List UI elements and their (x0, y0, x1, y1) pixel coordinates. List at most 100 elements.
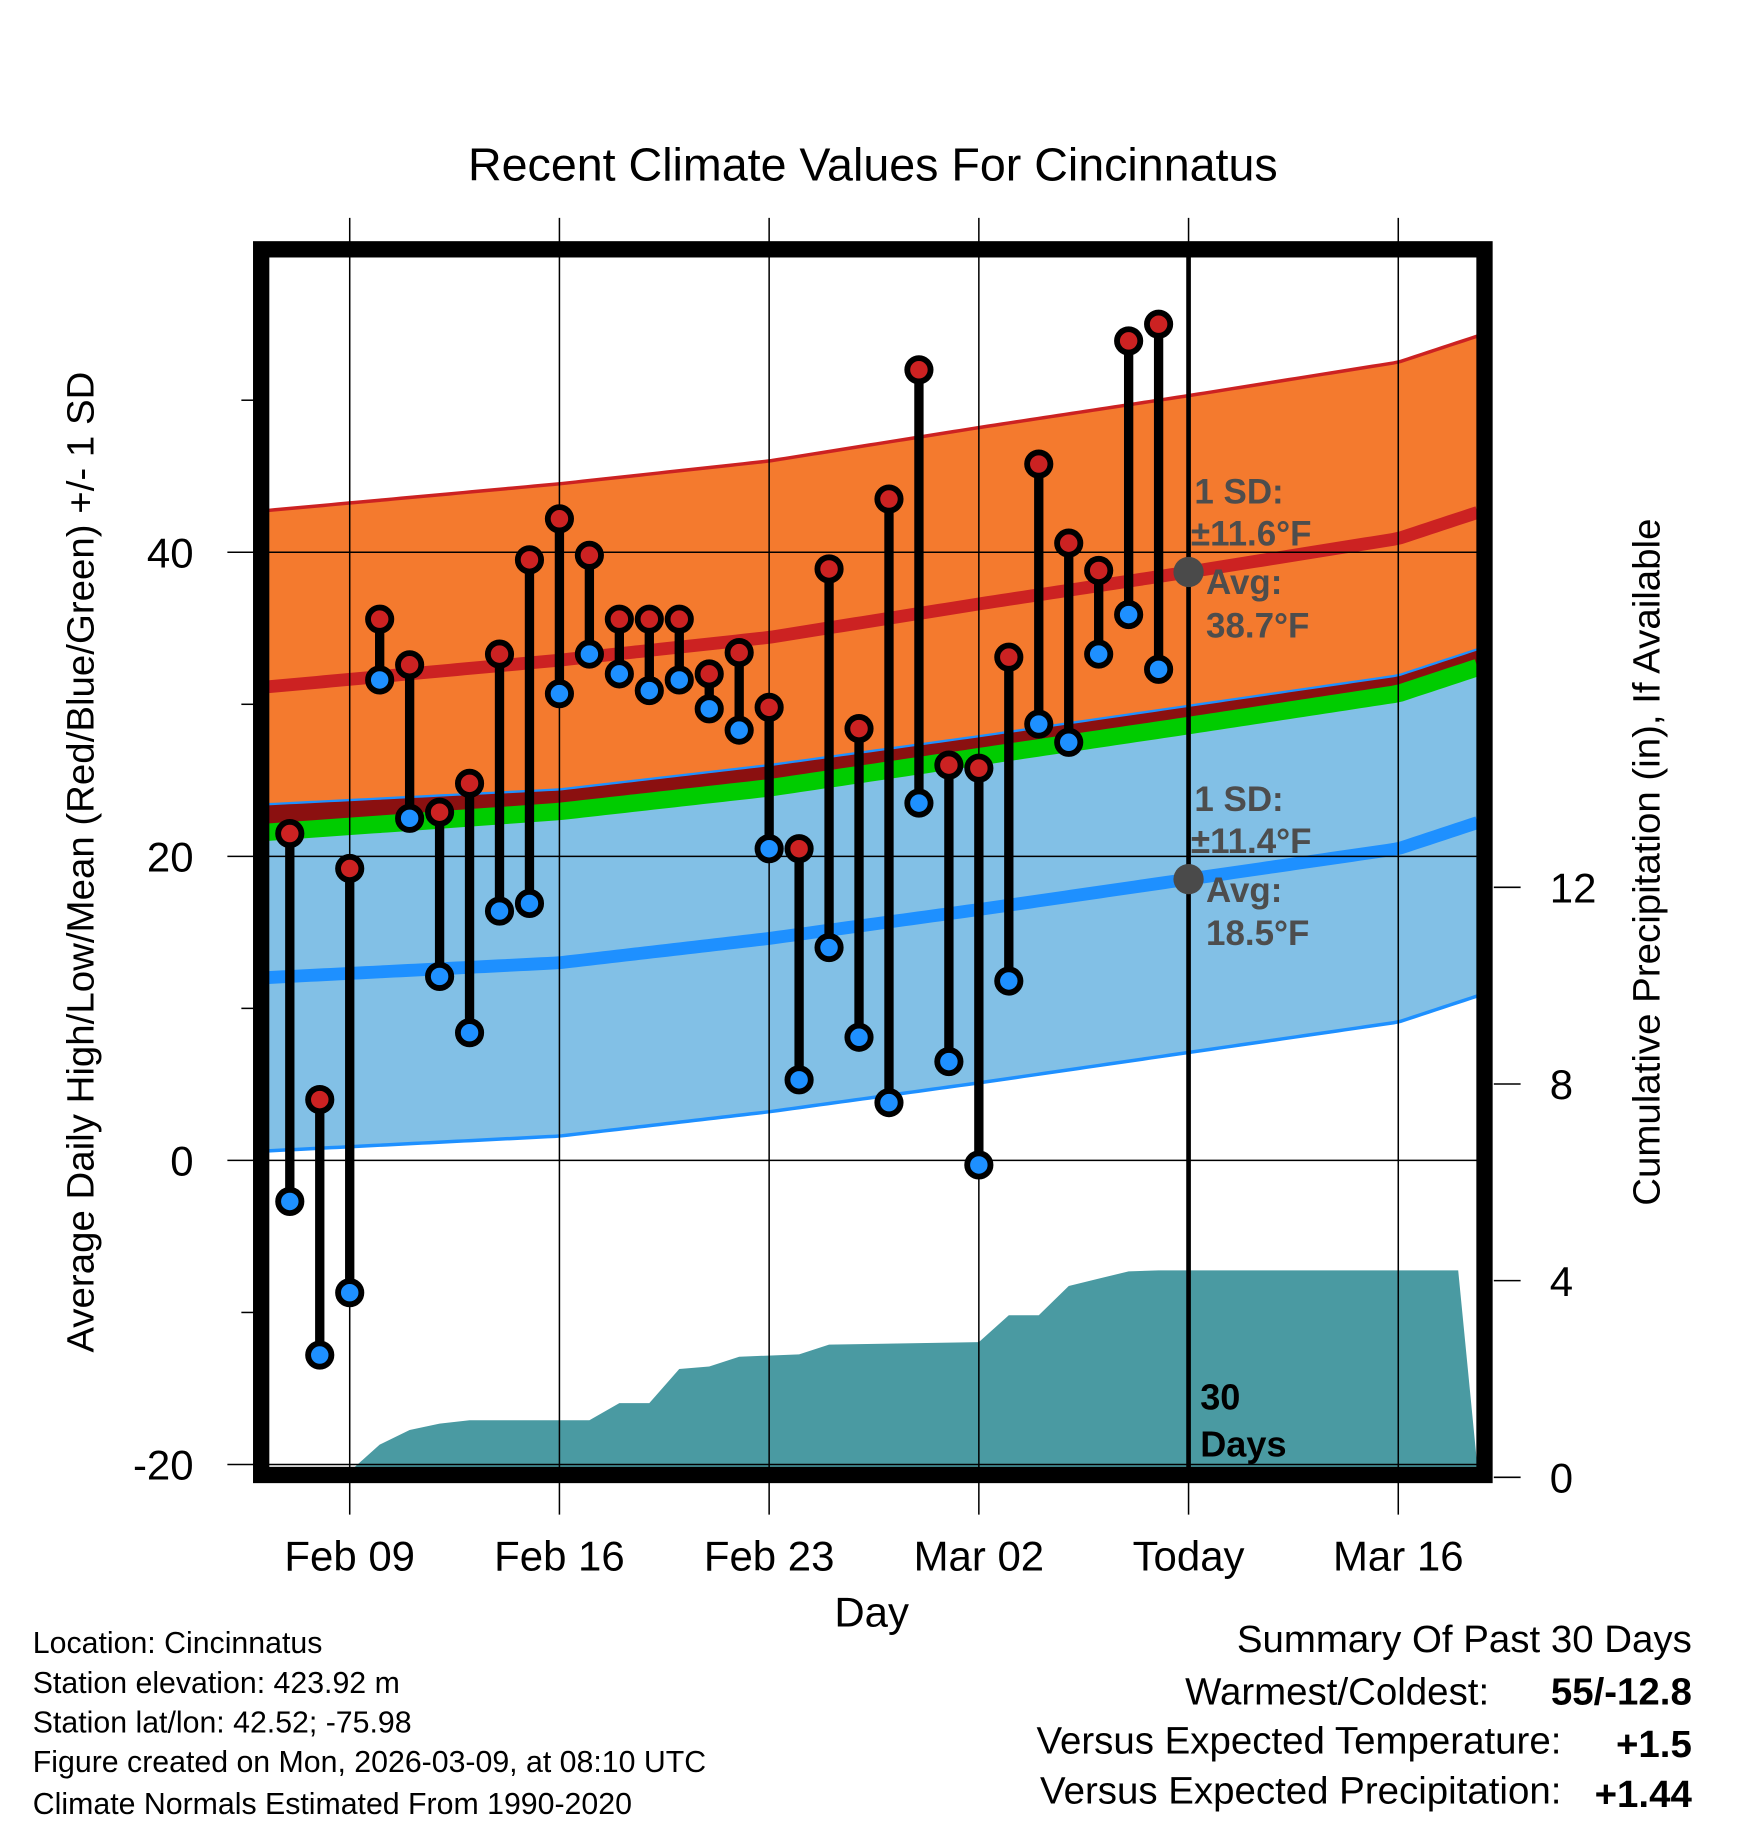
y-axis-label: Average Daily High/Low/Mean (Red/Blue/Gr… (59, 372, 102, 1353)
high-avg-value: 38.7°F (1206, 606, 1309, 645)
high-point (484, 639, 515, 669)
footer-latlon: Station lat/lon: 42.52; -75.98 (33, 1706, 412, 1739)
low-point (754, 834, 784, 864)
low-point (694, 694, 724, 724)
y-tick-label: -20 (133, 1442, 194, 1489)
y-tick-label: 0 (170, 1138, 193, 1185)
precip-label: Versus Expected Precipitation: (1040, 1770, 1561, 1813)
x-axis-label: Day (834, 1588, 909, 1635)
days-count: 30 (1200, 1377, 1240, 1418)
summary-panel: Summary Of Past 30 Days Warmest/Coldest:… (1036, 1618, 1692, 1816)
low-point (994, 966, 1024, 996)
low-point (1144, 654, 1174, 684)
low-point (604, 659, 634, 689)
low-point (1114, 600, 1144, 630)
low-point (305, 1340, 335, 1370)
y-tick-label: 20 (147, 833, 194, 880)
high-point (994, 642, 1024, 672)
high-point (814, 554, 844, 584)
footer-info: Location: Cincinnatus Station elevation:… (33, 1627, 706, 1821)
y2-tick-label: 4 (1550, 1258, 1573, 1305)
today-annotations: 1 SD: ±11.6°F Avg: 38.7°F 1 SD: ±11.4°F … (1191, 472, 1312, 1464)
y2-tick-label: 0 (1550, 1454, 1573, 1501)
x-tick-label: Mar 16 (1333, 1533, 1464, 1580)
high-point (574, 540, 604, 570)
high-point (275, 818, 305, 849)
low-point (664, 665, 694, 695)
low-point (395, 803, 425, 833)
footer-created: Figure created on Mon, 2026-03-09, at 08… (33, 1746, 706, 1779)
high-point (844, 714, 874, 744)
low-point (634, 676, 664, 706)
low-point (964, 1150, 994, 1180)
x-tick-label: Mar 02 (914, 1533, 1045, 1580)
summary-title: Summary Of Past 30 Days (1237, 1618, 1692, 1661)
footer-normals: Climate Normals Estimated From 1990-2020 (33, 1788, 632, 1821)
high-sd-label: 1 SD: (1194, 472, 1283, 511)
y2-tick-label: 8 (1550, 1061, 1573, 1108)
low-point (724, 715, 754, 745)
high-point (335, 853, 365, 884)
precip-value: +1.44 (1595, 1773, 1693, 1816)
high-sd-value: ±11.6°F (1191, 514, 1312, 553)
high-point (514, 545, 545, 575)
x-tick-label: Feb 09 (284, 1533, 415, 1580)
low-point (425, 961, 455, 992)
high-point (1054, 528, 1084, 558)
high-point (664, 604, 694, 634)
today-low-avg-marker (1173, 863, 1204, 895)
low-sd-value: ±11.4°F (1191, 822, 1312, 861)
high-sd-upper-line (268, 334, 1479, 513)
temp-label: Versus Expected Temperature: (1036, 1719, 1561, 1762)
high-point (1024, 449, 1054, 479)
x-tick-label: Today (1133, 1533, 1245, 1580)
low-point (1024, 709, 1054, 739)
low-sd-lower-line (268, 994, 1479, 1153)
low-point (1084, 639, 1114, 669)
warmest-label: Warmest/Coldest: (1185, 1671, 1489, 1714)
low-point (874, 1088, 904, 1118)
high-point (784, 834, 814, 864)
days-word: Days (1200, 1423, 1286, 1464)
today-high-avg-marker (1173, 556, 1204, 588)
high-point (365, 604, 395, 634)
low-point (1054, 727, 1084, 757)
low-sd-label: 1 SD: (1194, 780, 1283, 819)
low-sd-band (268, 667, 1478, 1151)
high-avg-label: Avg: (1206, 563, 1282, 602)
low-point (784, 1065, 814, 1095)
low-point (275, 1186, 305, 1217)
high-point (395, 650, 425, 680)
low-point (335, 1278, 365, 1308)
high-point (1084, 555, 1114, 586)
high-point (425, 797, 455, 827)
high-point (724, 638, 754, 668)
high-point (544, 504, 574, 534)
high-point (454, 768, 485, 798)
low-point (514, 888, 545, 919)
high-point (934, 750, 964, 780)
x-tick-label: Feb 16 (494, 1533, 625, 1580)
high-point (1144, 309, 1174, 339)
y-tick-label: 40 (147, 529, 194, 576)
low-point (365, 665, 395, 695)
high-point (305, 1085, 335, 1115)
y2-tick-label: 12 (1550, 864, 1597, 911)
low-point (814, 932, 844, 963)
high-point (634, 604, 664, 634)
high-point (1114, 326, 1144, 356)
footer-location: Location: Cincinnatus (33, 1627, 323, 1660)
high-point (604, 604, 634, 634)
low-avg-label: Avg: (1206, 871, 1282, 910)
temp-value: +1.5 (1616, 1723, 1692, 1766)
warmest-value: 55/-12.8 (1551, 1671, 1692, 1714)
footer-elevation: Station elevation: 423.92 m (33, 1667, 400, 1700)
precip-area (268, 1270, 1478, 1472)
overlap-band (268, 649, 1478, 833)
high-point (754, 692, 784, 722)
high-point (964, 753, 994, 783)
low-point (574, 639, 604, 669)
low-point (844, 1022, 874, 1052)
low-point (904, 788, 934, 818)
